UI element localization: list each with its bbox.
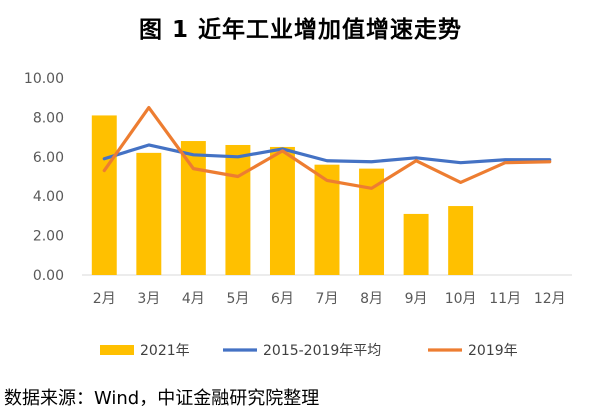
data-source-note: 数据来源：Wind，中证金融研究院整理 bbox=[4, 388, 320, 409]
legend-label: 2021年 bbox=[140, 343, 190, 359]
legend: 2021年 2015-2019年平均 2019年 bbox=[100, 343, 518, 359]
bar bbox=[448, 206, 474, 275]
chart-title: 图 1 近年工业增加值增速走势 bbox=[138, 17, 463, 43]
series-line bbox=[102, 143, 552, 165]
bar bbox=[180, 141, 206, 275]
legend-swatch bbox=[100, 345, 134, 355]
bar bbox=[269, 146, 295, 275]
x-tick-label: 10月 bbox=[445, 291, 477, 307]
bar bbox=[225, 144, 251, 275]
x-tick-label: 8月 bbox=[360, 291, 383, 307]
x-tick-label: 9月 bbox=[405, 291, 428, 307]
bar bbox=[136, 152, 162, 275]
y-tick-label: 2.00 bbox=[33, 229, 64, 245]
x-axis-ticks: 2月 3月 4月 5月 6月 7月 8月 9月 10月 11月 12月 bbox=[93, 291, 566, 307]
series-line bbox=[102, 105, 552, 190]
chart: 0.00 2.00 4.00 6.00 8.00 10.00 2月 3月 4月 5月 6月 7月 8月… bbox=[24, 71, 572, 359]
y-tick-label: 0.00 bbox=[33, 268, 64, 284]
x-tick-label: 2月 bbox=[93, 291, 116, 307]
x-tick-label: 4月 bbox=[182, 291, 205, 307]
y-tick-label: 8.00 bbox=[33, 110, 64, 126]
line-series bbox=[102, 105, 552, 190]
x-tick-label: 3月 bbox=[137, 291, 160, 307]
x-tick-label: 5月 bbox=[226, 291, 249, 307]
x-tick-label: 6月 bbox=[271, 291, 294, 307]
y-tick-label: 10.00 bbox=[24, 71, 64, 87]
x-tick-label: 7月 bbox=[316, 291, 339, 307]
legend-label: 2015-2019年平均 bbox=[263, 343, 381, 359]
legend-label: 2019年 bbox=[468, 343, 518, 359]
bar bbox=[91, 115, 117, 276]
x-tick-label: 11月 bbox=[489, 291, 521, 307]
y-axis-ticks: 0.00 2.00 4.00 6.00 8.00 10.00 bbox=[24, 71, 64, 284]
bar-series bbox=[91, 115, 474, 276]
y-tick-label: 4.00 bbox=[33, 189, 64, 205]
x-tick-label: 12月 bbox=[534, 291, 566, 307]
y-tick-label: 6.00 bbox=[33, 150, 64, 166]
bar bbox=[403, 213, 429, 275]
